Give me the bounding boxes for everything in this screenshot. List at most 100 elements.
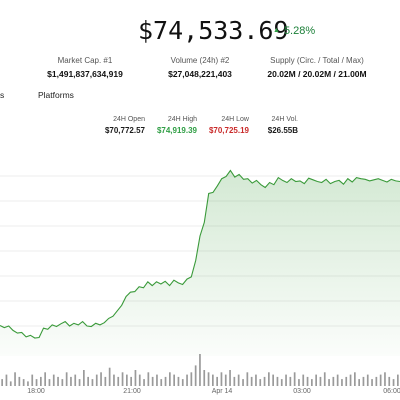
volume-bar	[276, 376, 279, 386]
volume-bar	[91, 379, 94, 386]
volume-bar	[332, 376, 335, 386]
x-tick-label: 18:00	[27, 388, 45, 395]
volume-bar	[1, 379, 3, 386]
volume-bar	[87, 376, 89, 386]
volume-bar	[52, 374, 55, 386]
x-axis: 18:00 21:00 Apr 14 03:00 06:00	[0, 388, 400, 400]
volume-bar	[246, 372, 249, 386]
stat-label: Supply (Circ. / Total / Max)	[270, 56, 364, 65]
volume-bar	[306, 376, 309, 386]
x-tick-label: Apr 14	[211, 388, 233, 395]
ohlv-high: 24H High $74,919.39	[150, 116, 197, 135]
volume-bar	[298, 379, 300, 386]
volume-bar	[27, 381, 29, 386]
volume-bar	[190, 372, 193, 386]
volume-bar	[138, 374, 141, 386]
stat-volume: Volume (24h) #2 $27,048,221,403	[150, 56, 250, 79]
tab-platforms[interactable]: Platforms	[38, 90, 74, 100]
volume-bar	[285, 374, 287, 386]
price-chart[interactable]	[0, 146, 400, 386]
volume-bar	[268, 372, 270, 386]
ohlv-label: 24H Low	[221, 116, 249, 123]
volume-bar	[70, 376, 72, 386]
volume-bar	[14, 372, 16, 386]
volume-bar	[177, 376, 180, 386]
volume-bar	[259, 379, 262, 386]
volume-bar	[121, 372, 124, 386]
volume-bar	[358, 379, 360, 386]
price-change: ▲ 5.28%	[273, 25, 315, 37]
volume-bar	[311, 379, 313, 386]
volume-bar	[366, 374, 369, 386]
volume-bar	[375, 376, 378, 386]
current-price: $74,533.69	[138, 16, 289, 45]
up-arrow-icon: ▲	[273, 27, 280, 34]
volume-bar	[371, 379, 373, 386]
volume-bar	[147, 372, 150, 386]
volume-bar	[48, 379, 51, 386]
volume-bar	[57, 376, 59, 386]
volume-bar	[315, 374, 317, 386]
stat-market-cap: Market Cap. #1 $1,491,837,634,919	[30, 56, 140, 79]
volume-bar	[65, 372, 68, 386]
volume-bar	[199, 354, 201, 386]
volume-bar	[328, 379, 330, 386]
volume-bar	[203, 370, 206, 386]
volume-bar	[104, 376, 107, 386]
volume-bar	[289, 376, 292, 386]
price-area-fill	[0, 170, 400, 356]
stat-value: 20.02M / 20.02M / 21.00M	[267, 69, 367, 79]
volume-bar	[173, 374, 175, 386]
ohlv-value: $70,772.57	[104, 126, 145, 135]
volume-bar	[354, 372, 356, 386]
volume-bar	[388, 376, 391, 386]
volume-bar	[9, 381, 12, 386]
volume-bar	[242, 379, 244, 386]
volume-bar	[156, 374, 158, 386]
ohlv-label: 24H High	[167, 116, 197, 123]
volume-bar	[22, 379, 25, 386]
volume-bar	[35, 379, 38, 386]
tab-partial[interactable]: s	[0, 90, 5, 100]
volume-bar	[229, 370, 231, 386]
volume-bar	[160, 379, 163, 386]
volume-bar	[83, 370, 85, 386]
volume-bar	[95, 374, 98, 386]
volume-bar	[349, 374, 352, 386]
volume-bar	[341, 379, 343, 386]
stat-supply: Supply (Circ. / Total / Max) 20.02M / 20…	[262, 56, 372, 79]
ohlv-value: $74,919.39	[156, 126, 197, 135]
volume-bar	[18, 376, 21, 386]
volume-bar	[220, 372, 223, 386]
volume-bar	[323, 372, 326, 386]
volume-bar	[212, 374, 214, 386]
ohlv-open: 24H Open $70,772.57	[98, 116, 145, 135]
volume-bar	[397, 374, 399, 386]
x-tick-label: 21:00	[123, 388, 141, 395]
ohlv-low: 24H Low $70,725.19	[202, 116, 249, 135]
ohlv-value: $70,725.19	[208, 126, 249, 135]
volume-bar	[143, 379, 145, 386]
volume-bar	[319, 376, 322, 386]
x-tick-label: 03:00	[293, 388, 311, 395]
volume-bar	[272, 374, 274, 386]
volume-bar	[113, 374, 115, 386]
volume-bar	[255, 374, 257, 386]
volume-bar	[362, 376, 365, 386]
volume-bar	[169, 372, 171, 386]
volume-bar	[108, 367, 111, 386]
volume-bar	[237, 374, 240, 386]
volume-bar	[5, 374, 8, 386]
volume-bar	[293, 372, 296, 386]
stat-label: Volume (24h) #2	[170, 56, 230, 65]
volume-bar	[186, 374, 188, 386]
volume-bars	[1, 354, 399, 386]
volume-bar	[379, 374, 382, 386]
ohlv-value: $26.55B	[267, 126, 298, 135]
volume-bar	[224, 374, 227, 386]
volume-bar	[130, 376, 132, 386]
volume-bar	[61, 379, 64, 386]
volume-bar	[78, 379, 81, 386]
volume-bar	[207, 372, 210, 386]
volume-bar	[151, 376, 154, 386]
